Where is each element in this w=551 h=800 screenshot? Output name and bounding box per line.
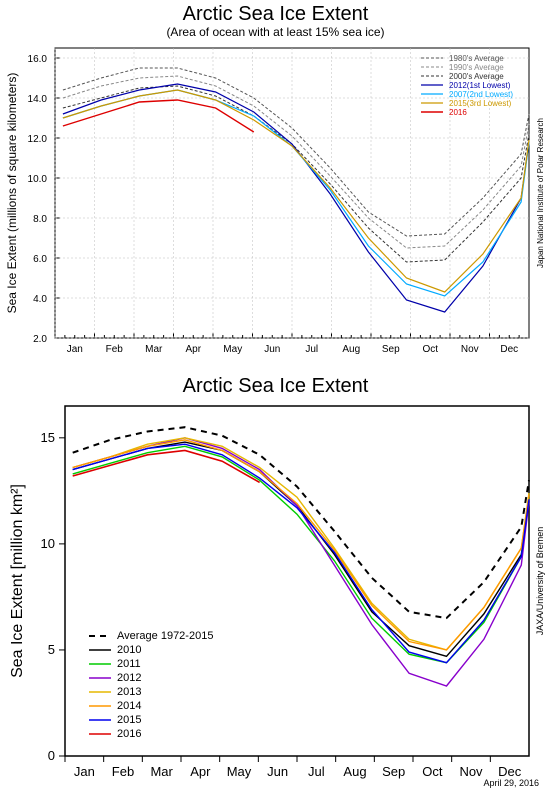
x-tick-label: Feb	[106, 344, 124, 355]
legend-label-2011: 2011	[117, 658, 141, 670]
x-tick-label: Oct	[422, 344, 438, 355]
x-tick-label: Apr	[190, 764, 211, 779]
x-tick-label: Sep	[382, 344, 400, 355]
y-tick-label: 15	[41, 430, 55, 445]
chart-title: Arctic Sea Ice Extent	[183, 375, 369, 397]
legend-label-2016: 2016	[117, 728, 141, 740]
x-tick-label: Dec	[498, 764, 522, 779]
legend-label-avg2000: 2000's Average	[449, 72, 504, 81]
y-tick-label: 6.0	[33, 254, 47, 265]
x-tick-label: Jun	[264, 344, 280, 355]
x-tick-label: Jan	[67, 344, 83, 355]
x-tick-label: Mar	[145, 344, 163, 355]
x-tick-label: Mar	[150, 764, 173, 779]
bottom-chart-container: Arctic Sea Ice Extent Jan Feb Mar Apr May Jun J…	[0, 370, 551, 790]
bottom-chart-svg: Arctic Sea Ice Extent Jan Feb Mar Apr May Jun J…	[0, 370, 551, 790]
chart-subtitle: (Area of ocean with at least 15% sea ice…	[166, 25, 384, 39]
y-axis-label: Sea Ice Extent (millions of square kilom…	[5, 73, 19, 314]
legend-label-2012: 2012	[117, 672, 141, 684]
x-tick-label: May	[227, 764, 252, 779]
credit-label: JAXA/University of Bremen	[535, 527, 545, 636]
y-tick-label: 0	[48, 748, 55, 763]
legend-label-avg1980: 1980's Average	[449, 54, 504, 63]
x-tick-label: Nov	[461, 344, 479, 355]
date-stamp: April 29, 2016	[483, 778, 539, 788]
y-tick-label: 10	[41, 536, 55, 551]
legend-label-y2012: 2012(1st Lowest)	[449, 81, 511, 90]
x-tick-label: Jul	[305, 344, 318, 355]
y-tick-label: 12.0	[28, 134, 48, 145]
y-tick-label: 10.0	[28, 174, 48, 185]
y-axis-label: Sea Ice Extent [million km²]	[9, 484, 26, 678]
legend-label-2015: 2015	[117, 714, 141, 726]
x-tick-label: Jun	[267, 764, 288, 779]
legend-label-2013: 2013	[117, 686, 141, 698]
x-tick-label: Sep	[382, 764, 405, 779]
x-tick-label: Aug	[343, 764, 366, 779]
y-tick-label: 8.0	[33, 214, 47, 225]
x-tick-label: May	[223, 344, 242, 355]
credit-label: Japan National Institute of Polar Resear…	[536, 118, 545, 268]
x-tick-label: Apr	[185, 344, 201, 355]
y-tick-label: 5	[48, 642, 55, 657]
legend-label-y2016: 2016	[449, 108, 467, 117]
legend-label-y2015: 2015(3rd Lowest)	[449, 99, 512, 108]
y-tick-label: 4.0	[33, 294, 47, 305]
x-tick-label: Jan	[74, 764, 95, 779]
x-tick-label: Nov	[459, 764, 483, 779]
x-tick-label: Oct	[422, 764, 443, 779]
top-chart-svg: Arctic Sea Ice Extent(Area of ocean with…	[0, 0, 551, 360]
x-tick-label: Feb	[112, 764, 134, 779]
y-tick-label: 16.0	[28, 54, 48, 65]
legend-label-avg1990: 1990's Average	[449, 63, 504, 72]
y-tick-label: 2.0	[33, 334, 47, 345]
chart-title: Arctic Sea Ice Extent	[183, 3, 369, 25]
x-tick-label: Aug	[342, 344, 360, 355]
top-chart-container: Arctic Sea Ice Extent(Area of ocean with…	[0, 0, 551, 360]
legend-label-2010: 2010	[117, 644, 141, 656]
x-tick-label: Dec	[500, 344, 518, 355]
x-tick-label: Jul	[308, 764, 325, 779]
y-tick-label: 14.0	[28, 94, 48, 105]
legend-label-y2007: 2007(2nd Lowest)	[449, 90, 513, 99]
legend-label-avg: Average 1972-2015	[117, 630, 213, 642]
legend-label-2014: 2014	[117, 700, 141, 712]
